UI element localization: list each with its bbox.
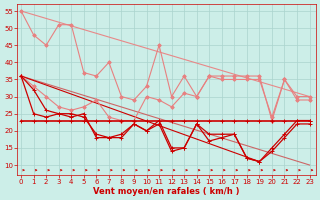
X-axis label: Vent moyen/en rafales ( km/h ): Vent moyen/en rafales ( km/h ) xyxy=(93,187,240,196)
